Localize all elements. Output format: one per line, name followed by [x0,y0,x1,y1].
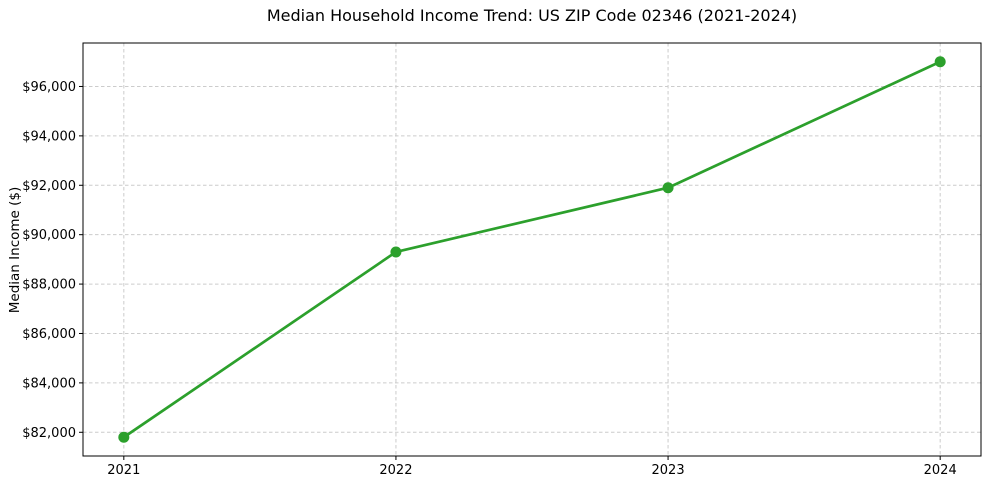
y-axis-label: Median Income ($) [7,187,23,313]
axes [79,42,982,460]
y-tick-label: $94,000 [22,129,76,144]
x-tick-label: 2024 [924,463,957,478]
y-tick-label: $92,000 [22,179,76,194]
data-series [118,56,946,443]
x-tick-label: 2021 [107,463,140,478]
data-point-marker [934,56,946,68]
x-tick-label: 2023 [652,463,685,478]
y-tick-label: $82,000 [22,426,76,441]
chart-title: Median Household Income Trend: US ZIP Co… [267,6,797,25]
y-tick-label: $88,000 [22,278,76,293]
data-point-marker [118,431,130,443]
x-tick-label: 2022 [379,463,412,478]
trend-line [122,60,942,439]
data-point-marker [390,246,402,258]
y-tick-label: $96,000 [22,80,76,95]
y-tick-label: $84,000 [22,376,76,391]
tick-labels: $82,000 $84,000 $86,000 $88,000 $90,000 $92,0… [22,80,956,478]
gridlines [83,43,981,456]
plot-border [82,42,982,457]
y-tick-label: $90,000 [22,228,76,243]
y-tick-label: $86,000 [22,327,76,342]
data-point-marker [662,182,674,194]
